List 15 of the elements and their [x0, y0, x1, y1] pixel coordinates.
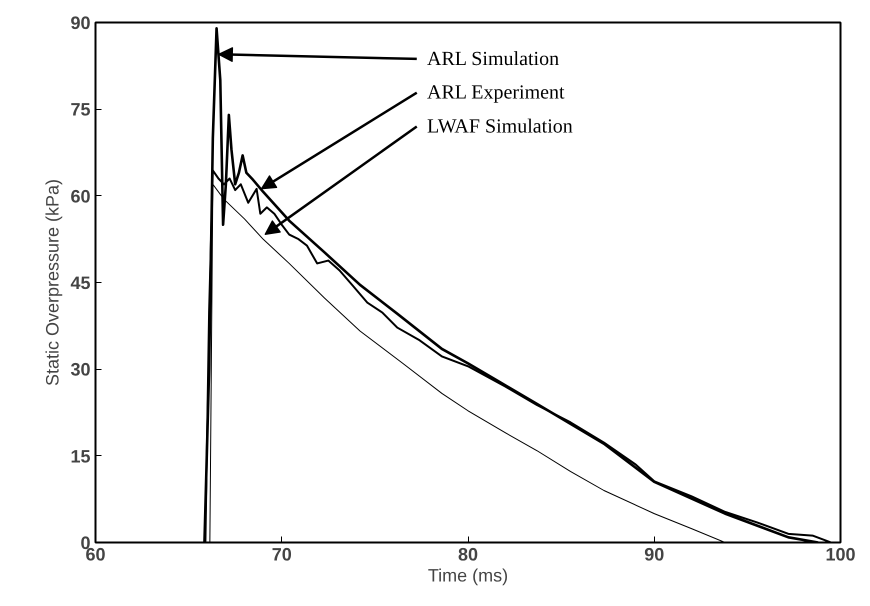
- x-axis-title: Time (ms): [428, 566, 508, 586]
- y-tick-label: 15: [70, 446, 91, 466]
- y-tick-label: 60: [70, 186, 91, 206]
- annotation: ARL Experiment: [427, 82, 566, 104]
- y-tick-label: 90: [70, 13, 91, 33]
- y-tick-label: 30: [70, 360, 91, 380]
- x-tick-label: 90: [644, 544, 664, 564]
- y-tick-label: 75: [70, 100, 91, 120]
- y-tick-label: 45: [70, 273, 91, 293]
- annotation: ARL Simulation: [427, 48, 560, 70]
- x-tick-label: 70: [272, 544, 292, 564]
- x-tick-label: 100: [825, 544, 856, 564]
- annotation: LWAF Simulation: [427, 116, 573, 138]
- x-tick-label: 80: [458, 544, 478, 564]
- y-axis-title: Static Overpressure (kPa): [42, 178, 62, 386]
